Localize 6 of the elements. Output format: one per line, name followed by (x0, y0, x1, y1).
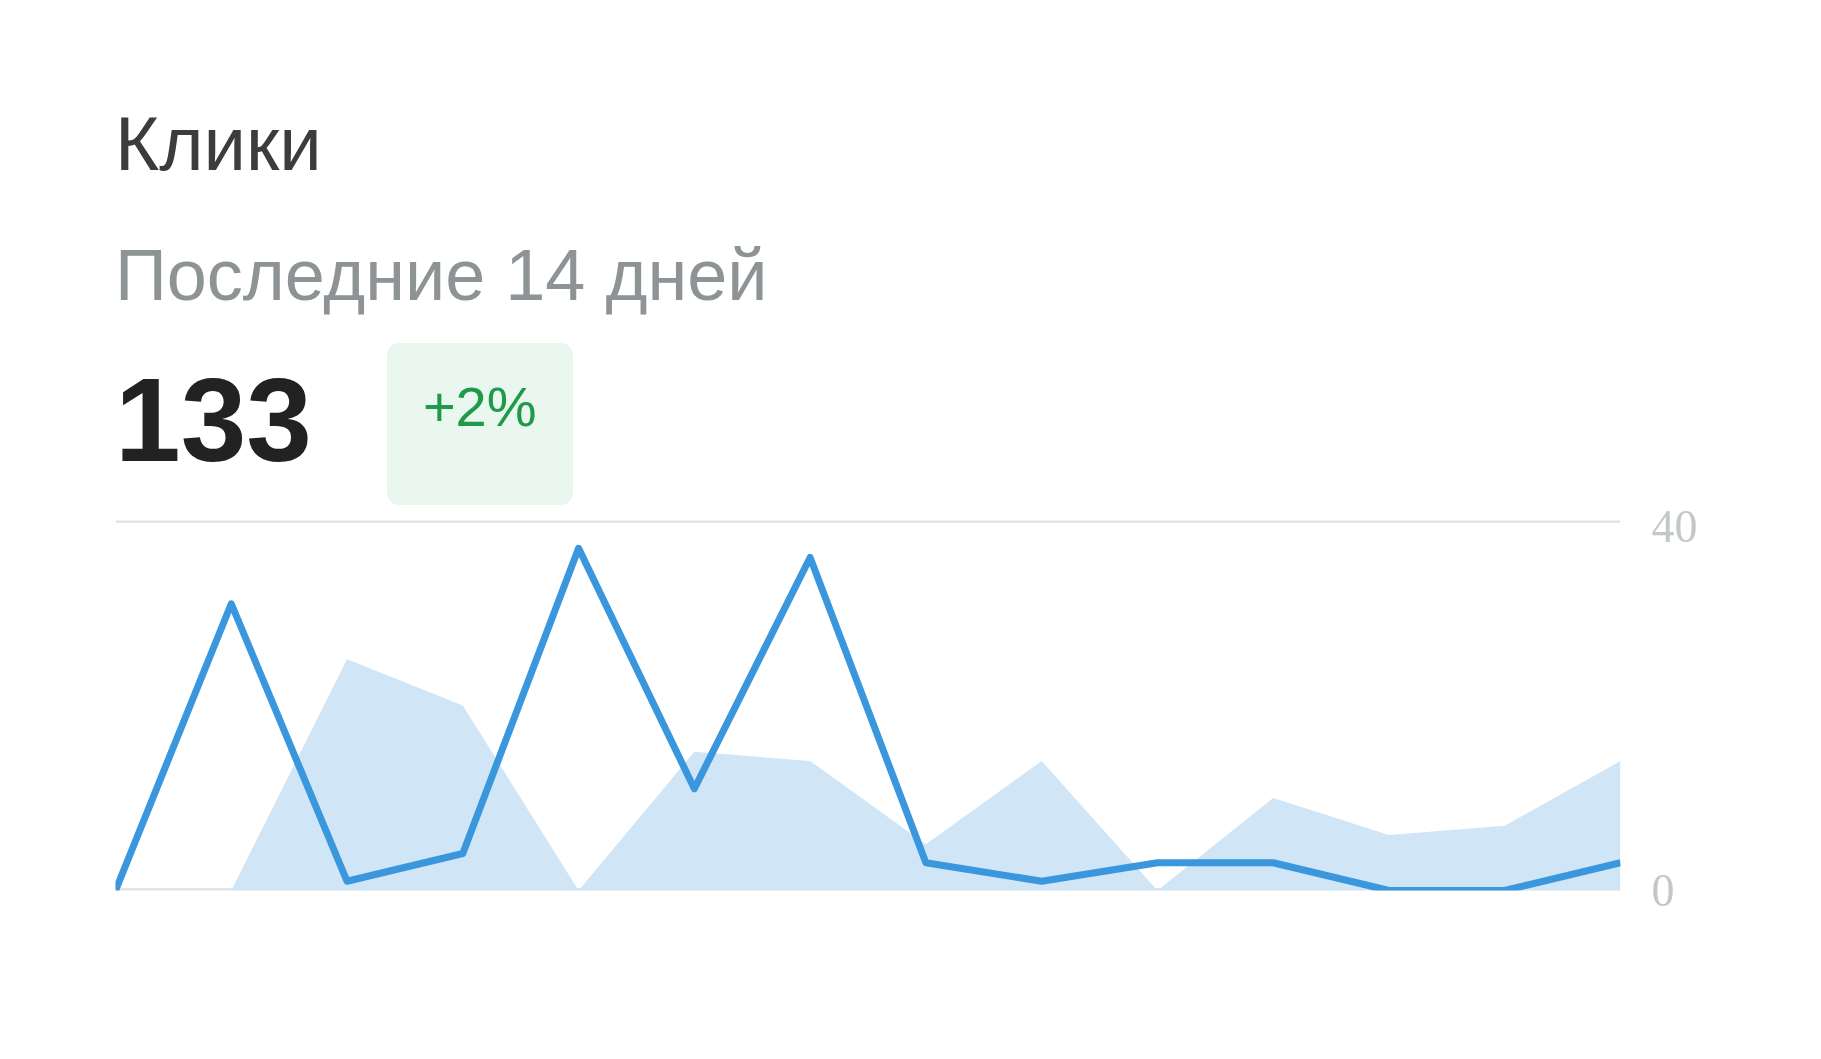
chart-subtitle: Последние 14 дней (115, 233, 768, 317)
text: 133 (115, 353, 312, 489)
text: +2% (422, 374, 537, 441)
y-tick-label: 40 (1651, 500, 1698, 552)
chart-title: Клики (115, 100, 322, 188)
y-tick-label: 0 (1651, 864, 1675, 916)
